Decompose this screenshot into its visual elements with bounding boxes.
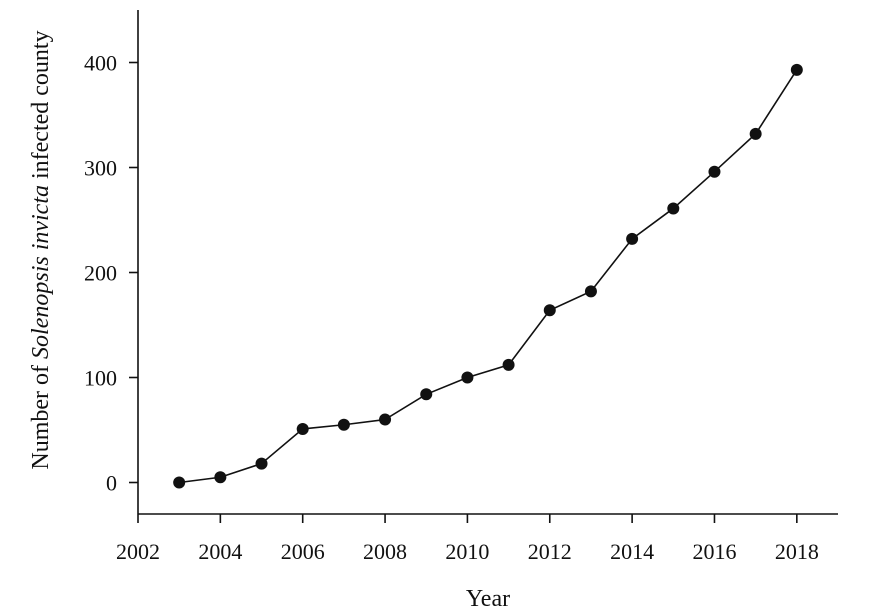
data-point-2007 bbox=[337, 418, 350, 431]
data-point-2015 bbox=[667, 202, 680, 215]
x-tick-label-2004: 2004 bbox=[198, 539, 242, 564]
x-tick-label-2012: 2012 bbox=[528, 539, 572, 564]
data-point-2012 bbox=[543, 304, 556, 317]
x-axis-title: Year bbox=[466, 586, 510, 611]
data-point-2013 bbox=[584, 285, 597, 298]
y-axis-ticks: 0 100 200 300 400 bbox=[84, 51, 138, 496]
x-tick-label-2008: 2008 bbox=[363, 539, 407, 564]
y-axis-title-species: Solenopsis invicta bbox=[28, 185, 54, 359]
data-point-2018 bbox=[790, 63, 803, 76]
x-tick-label-2018: 2018 bbox=[775, 539, 819, 564]
data-point-2008 bbox=[379, 413, 392, 426]
y-axis-title: Number of Solenopsis invicta infected co… bbox=[28, 30, 54, 469]
y-tick-label-400: 400 bbox=[84, 51, 117, 76]
x-tick-label-2010: 2010 bbox=[445, 539, 489, 564]
data-point-2003 bbox=[173, 476, 186, 489]
data-point-2009 bbox=[420, 388, 433, 401]
y-axis-title-part-1: Number of bbox=[28, 359, 54, 470]
y-tick-label-300: 300 bbox=[84, 156, 117, 181]
y-tick-label-200: 200 bbox=[84, 261, 117, 286]
data-point-2014 bbox=[626, 232, 639, 245]
data-point-2004 bbox=[214, 471, 227, 484]
data-point-2010 bbox=[461, 371, 474, 384]
x-axis-ticks: 2002 2004 2006 2008 2010 2012 2014 2016 2018 bbox=[116, 514, 819, 564]
x-tick-label-2014: 2014 bbox=[610, 539, 654, 564]
data-point-2011 bbox=[502, 358, 515, 371]
y-axis-title-part-2: infected county bbox=[28, 30, 54, 185]
series-line bbox=[179, 69, 798, 484]
data-point-2005 bbox=[255, 457, 268, 470]
data-point-2016 bbox=[708, 165, 721, 178]
data-points bbox=[173, 63, 803, 489]
x-tick-label-2002: 2002 bbox=[116, 539, 160, 564]
y-tick-label-0: 0 bbox=[106, 471, 117, 496]
x-tick-label-2016: 2016 bbox=[692, 539, 736, 564]
x-tick-label-2006: 2006 bbox=[281, 539, 325, 564]
data-point-2017 bbox=[749, 127, 762, 140]
y-tick-label-100: 100 bbox=[84, 366, 117, 391]
data-point-2006 bbox=[296, 422, 309, 435]
